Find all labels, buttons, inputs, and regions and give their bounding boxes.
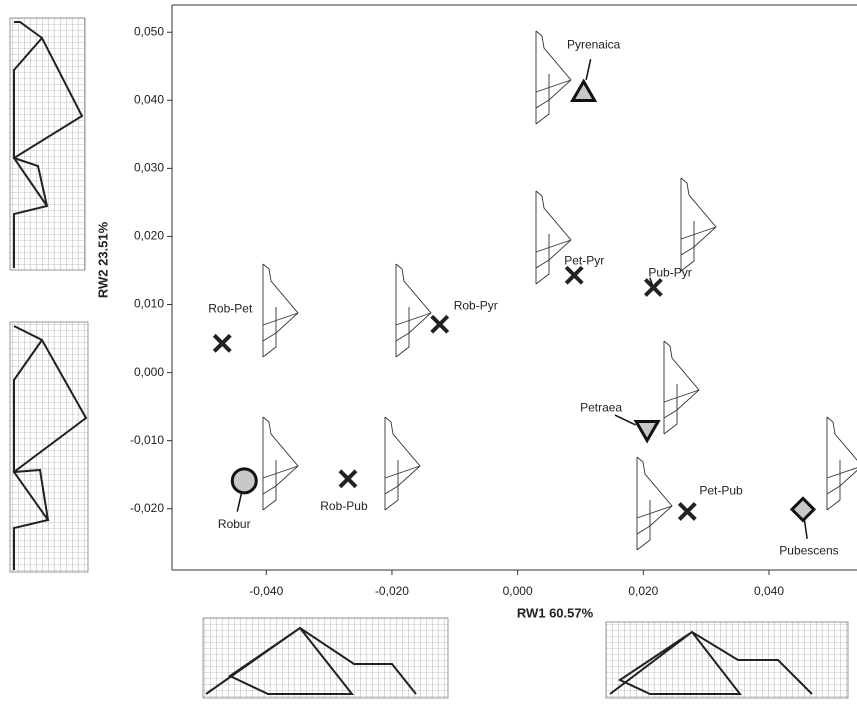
x-tick-label: 0,040 [754, 584, 784, 598]
leader [649, 277, 653, 285]
point-label: Pet-Pub [699, 484, 743, 498]
x-tick-label: -0,040 [249, 584, 283, 598]
y-tick-label: 0,010 [134, 297, 164, 311]
point-label: Pet-Pyr [564, 253, 604, 267]
point-label: Pub-Pyr [648, 266, 691, 280]
point [430, 314, 450, 334]
point-label: Robur [218, 517, 251, 531]
point-label: Pubescens [779, 544, 838, 558]
point [789, 496, 817, 523]
point-label: Pyrenaica [567, 38, 621, 52]
leader [585, 59, 592, 81]
point [677, 502, 697, 521]
point [212, 333, 232, 353]
point-label: Petraea [580, 401, 622, 415]
x-tick-label: 0,000 [503, 584, 533, 598]
y-tick-label: 0,000 [134, 365, 164, 379]
leader [236, 491, 243, 512]
y-tick-label: -0,020 [130, 501, 164, 515]
point [230, 467, 258, 495]
y-tick-label: -0,010 [130, 433, 164, 447]
x-tick-label: -0,020 [375, 584, 409, 598]
point [338, 469, 358, 489]
point [570, 78, 598, 102]
y-tick-label: 0,020 [134, 229, 164, 243]
point-label: Rob-Pyr [454, 298, 498, 312]
leader [803, 519, 808, 539]
y-tick-label: 0,040 [134, 92, 164, 106]
point-label: Rob-Pet [208, 301, 253, 315]
y-tick-label: 0,050 [134, 24, 164, 38]
point [643, 278, 663, 297]
y-tick-label: 0,030 [134, 161, 164, 175]
leader [614, 414, 636, 426]
deformation-grids [9, 17, 857, 699]
point [564, 265, 584, 285]
y-axis-title: RW2 23.51% [95, 221, 110, 298]
point-label: Rob-Pub [320, 499, 368, 513]
point [633, 419, 661, 444]
x-axis-title: RW1 60.57% [517, 605, 594, 620]
x-tick-label: 0,020 [628, 584, 658, 598]
